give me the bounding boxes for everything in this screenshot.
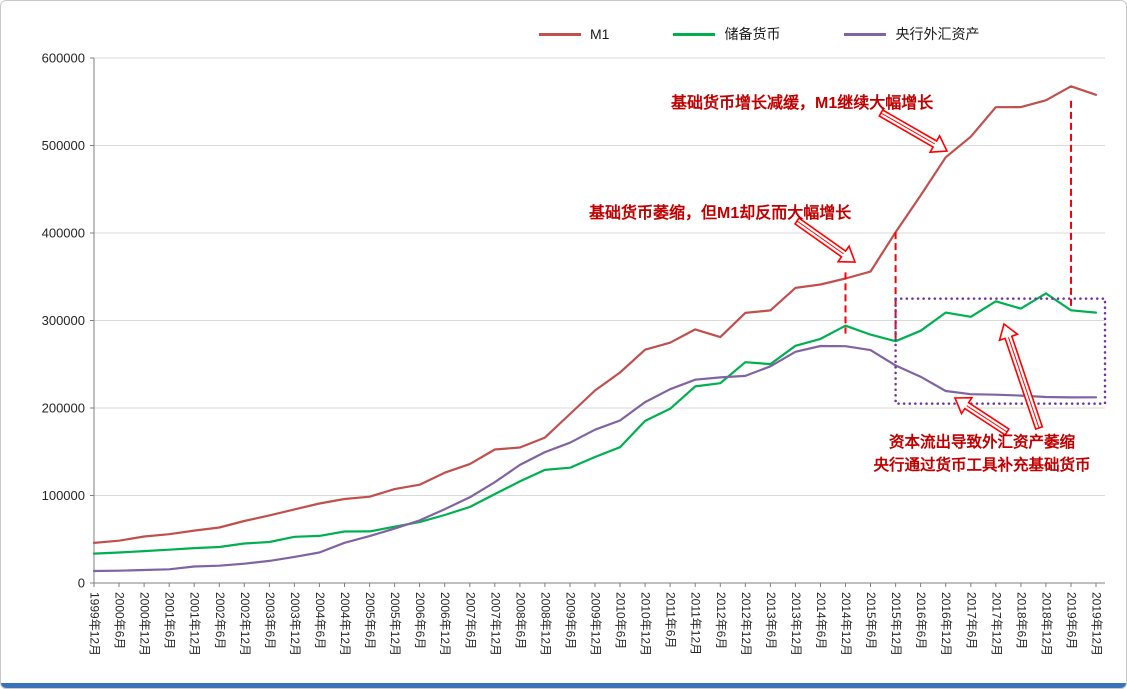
legend-key-line — [539, 32, 581, 36]
x-tick-label: 2014年6月 — [814, 592, 828, 649]
y-tick-label: 500000 — [42, 138, 85, 153]
x-tick-label: 2013年12月 — [789, 592, 803, 656]
x-tick-label: 2012年12月 — [739, 592, 753, 656]
annotation-arrow-stripe — [966, 405, 1008, 433]
x-tick-label: 2016年6月 — [914, 592, 928, 649]
legend-label: 储备货币 — [724, 26, 781, 42]
x-tick-label: 2000年6月 — [113, 592, 127, 649]
x-tick-label: 2011年12月 — [689, 592, 703, 655]
annotation-arrow — [793, 216, 857, 263]
y-tick-label: 100000 — [42, 488, 85, 503]
x-tick-label: 2002年6月 — [213, 592, 227, 649]
legend-item-m1[interactable]: M1 — [539, 26, 609, 42]
series-line-reserve-money[interactable] — [92, 292, 1098, 555]
x-tick-label: 2018年12月 — [1039, 592, 1053, 656]
y-tick-label: 600000 — [42, 51, 85, 66]
x-tick-label: 2007年6月 — [463, 592, 477, 649]
x-tick-label: 2019年6月 — [1065, 592, 1079, 649]
x-tick-label: 2008年6月 — [513, 592, 527, 649]
x-tick-label: 2016年12月 — [939, 592, 953, 656]
annotation-base-money-shrink: 基础货币萎缩，但M1却反而大幅增长 — [589, 205, 852, 222]
x-tick-label: 2004年6月 — [313, 592, 327, 649]
x-tick-label: 2001年6月 — [163, 592, 177, 649]
y-tick-label: 0 — [78, 576, 85, 591]
x-tick-label: 2015年6月 — [864, 592, 878, 649]
x-tick-label: 2010年6月 — [614, 592, 628, 649]
x-tick-label: 2014年12月 — [839, 592, 853, 656]
x-tick-label: 2012年6月 — [714, 592, 728, 649]
x-tick-label: 2003年6月 — [263, 592, 277, 649]
legend-item-cb-fx-assets[interactable]: 央行外汇资产 — [844, 24, 979, 44]
x-tick-label: 2009年12月 — [589, 592, 603, 656]
y-tick-label: 200000 — [42, 401, 85, 416]
legend-key-line — [673, 32, 716, 36]
x-tick-label: 2011年6月 — [664, 592, 678, 648]
annotation-arrow-stripe — [880, 112, 936, 145]
x-tick-label: 2000年12月 — [138, 592, 152, 656]
x-tick-label: 2002年12月 — [238, 592, 252, 656]
x-tick-label: 2001年12月 — [188, 592, 202, 656]
y-tick-label: 400000 — [42, 226, 85, 241]
series-line-cb-fx-assets[interactable] — [92, 344, 1098, 573]
legend: M1 储备货币 央行外汇资产 — [539, 24, 979, 44]
x-tick-label: 2003年12月 — [288, 592, 302, 656]
legend-item-reserve-money[interactable]: 储备货币 — [673, 24, 780, 44]
x-tick-label: 2013年6月 — [764, 592, 778, 649]
x-tick-label: 2009年6月 — [564, 592, 578, 649]
annotation-fx-outflow: 资本流出导致外汇资产萎缩 央行通过货币工具补充基础货币 — [856, 431, 1108, 477]
annotation-fx-outflow-line2: 央行通过货币工具补充基础货币 — [873, 457, 1091, 474]
annotation-arrow — [998, 322, 1044, 431]
x-tick-label: 2018年6月 — [1014, 592, 1028, 649]
y-tick-label: 300000 — [42, 313, 85, 328]
x-tick-label: 2007年12月 — [488, 592, 502, 656]
legend-key-line — [844, 32, 887, 36]
x-tick-label: 2010年12月 — [639, 592, 653, 656]
x-tick-label: 2008年12月 — [538, 592, 552, 656]
series-line-m1[interactable] — [92, 85, 1098, 545]
x-tick-label: 1999年12月 — [88, 592, 102, 656]
legend-label: M1 — [590, 26, 610, 42]
x-tick-label: 2015年12月 — [889, 592, 903, 656]
x-tick-label: 2017年12月 — [989, 592, 1003, 656]
legend-label: 央行外汇资产 — [895, 26, 980, 42]
x-tick-label: 2005年6月 — [363, 592, 377, 649]
bottom-accent-bar — [1, 683, 1126, 688]
annotation-arrow-stripe — [1008, 337, 1040, 429]
x-tick-label: 2006年12月 — [438, 592, 452, 656]
x-tick-label: 2004年12月 — [338, 592, 352, 656]
x-tick-label: 2005年12月 — [388, 592, 402, 656]
x-tick-label: 2017年6月 — [964, 592, 978, 649]
annotation-fx-outflow-line1: 资本流出导致外汇资产萎缩 — [888, 434, 1075, 451]
purple-dotted-box — [894, 297, 1107, 405]
annotation-m1-growth: 基础货币增长减缓，M1继续大幅增长 — [671, 95, 934, 112]
x-tick-label: 2019年12月 — [1090, 592, 1104, 656]
x-tick-label: 2006年6月 — [413, 592, 427, 649]
annotation-arrow-stripe — [796, 220, 844, 255]
